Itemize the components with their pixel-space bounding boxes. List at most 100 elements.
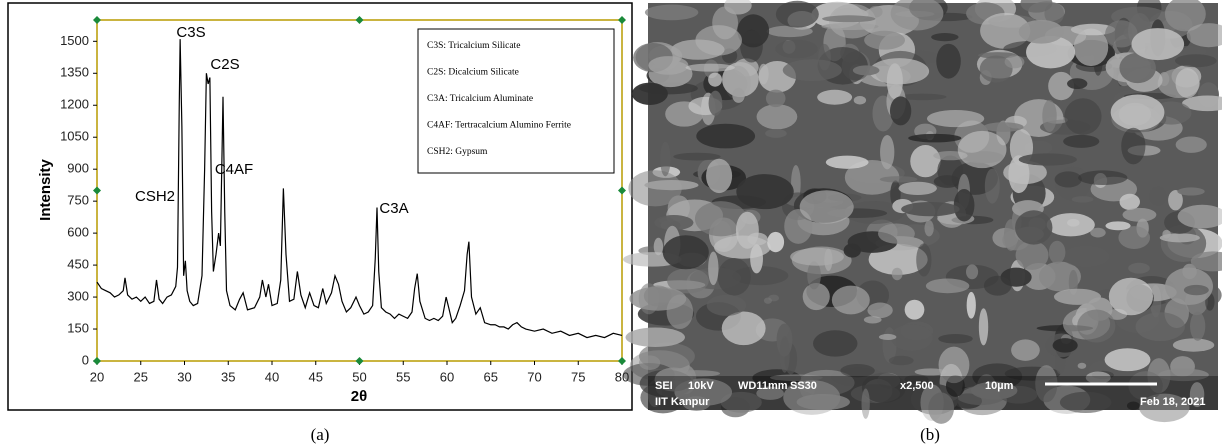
sem-texture [916, 243, 931, 276]
sem-texture [706, 159, 732, 193]
sem-texture [1064, 98, 1101, 135]
sem-texture [938, 334, 973, 344]
sem-texture [1072, 196, 1094, 203]
sem-texture [1019, 20, 1064, 44]
legend-entry: C2S: Dicalcium Silicate [427, 68, 519, 78]
peak-label: C2S [210, 56, 239, 73]
sem-texture [695, 25, 742, 55]
x-tick-label: 50 [352, 369, 366, 384]
x-tick-label: 60 [440, 369, 454, 384]
sem-texture [984, 276, 1012, 296]
x-tick-label: 75 [571, 369, 585, 384]
y-axis-label: Intensity [37, 159, 54, 221]
peak-label: CSH2 [135, 188, 175, 205]
figure: SEI10kVWD11mmSS30x2,50010µmIIT KanpurFeb… [0, 0, 1222, 447]
sem-texture [709, 91, 723, 116]
sem-texture [985, 169, 1000, 204]
sem-texture [775, 40, 818, 59]
sem-label: x2,500 [900, 380, 934, 392]
sem-texture [1015, 210, 1052, 244]
sem-texture [1049, 241, 1066, 264]
sem-texture [1067, 219, 1080, 227]
sem-texture [967, 292, 976, 319]
y-tick-label: 150 [67, 320, 89, 335]
sem-texture [979, 308, 988, 345]
peak-label: C4AF [215, 161, 253, 178]
sem-texture [854, 96, 866, 104]
x-tick-label: 80 [615, 369, 629, 384]
sem-texture [1149, 186, 1167, 206]
peak-label: C3S [176, 24, 205, 41]
sem-texture [880, 176, 918, 182]
sem-texture [840, 364, 874, 377]
sem-texture [648, 56, 688, 75]
sem-texture [954, 189, 975, 221]
sem-texture [924, 220, 933, 236]
sem-texture [1078, 363, 1087, 369]
sem-texture [1077, 309, 1115, 342]
y-tick-label: 1500 [60, 33, 89, 48]
sem-texture [1123, 208, 1157, 222]
sem-texture [1090, 228, 1105, 238]
x-tick-label: 40 [265, 369, 279, 384]
sem-texture [931, 33, 958, 41]
sem-texture [764, 297, 772, 303]
sem-texture [817, 90, 852, 105]
sem-texture [708, 73, 722, 87]
sem-texture [644, 180, 698, 190]
sem-texture [890, 96, 911, 125]
sem-texture [783, 59, 842, 81]
sem-texture [901, 202, 959, 216]
sem-texture [1175, 54, 1217, 67]
y-tick-label: 600 [67, 225, 89, 240]
sem-texture [813, 330, 857, 356]
x-tick-label: 25 [134, 369, 148, 384]
sem-texture [673, 153, 720, 161]
caption: (b) [920, 425, 940, 444]
x-axis-label: 2θ [351, 388, 367, 405]
x-tick-label: 45 [309, 369, 323, 384]
sem-label: IIT Kanpur [655, 396, 710, 408]
y-tick-label: 450 [67, 257, 89, 272]
y-tick-label: 300 [67, 289, 89, 304]
x-tick-label: 65 [484, 369, 498, 384]
sem-texture [1055, 171, 1082, 187]
sem-texture [891, 324, 933, 351]
y-tick-label: 900 [67, 161, 89, 176]
sem-texture [1190, 312, 1205, 341]
sem-texture [1062, 246, 1109, 268]
sem-texture [1105, 348, 1151, 371]
sem-texture [1109, 278, 1153, 316]
sem-texture [826, 156, 869, 169]
legend-entry: C4AF: Tertracalcium Alumino Ferrite [427, 121, 571, 131]
sem-texture [780, 336, 790, 373]
sem-texture [660, 142, 670, 177]
peak-label: C3A [379, 200, 408, 217]
sem-label: WD11mm [738, 380, 788, 392]
sem-texture [722, 312, 766, 346]
sem-texture [983, 122, 1023, 132]
sem-texture [1120, 194, 1140, 210]
sem-texture [626, 328, 685, 347]
sem-label: 10kV [688, 380, 714, 392]
x-tick-label: 20 [90, 369, 104, 384]
sem-texture [765, 129, 787, 138]
sem-texture [776, 1, 819, 28]
y-tick-label: 750 [67, 193, 89, 208]
sem-texture [667, 295, 693, 329]
sem-texture [1053, 338, 1078, 352]
sem-texture [1011, 339, 1040, 360]
sem-texture [818, 44, 831, 71]
sem-texture [898, 182, 936, 195]
legend-entry: C3S: Tricalcium Silicate [427, 41, 520, 51]
sem-texture [686, 64, 735, 72]
sem-texture [1173, 338, 1215, 351]
sem-texture [908, 134, 961, 143]
sem-label: SS30 [790, 380, 817, 392]
sem-texture [758, 64, 768, 85]
sem-texture [663, 235, 709, 269]
sem-texture [767, 232, 784, 252]
sem-texture [1176, 68, 1200, 98]
sem-texture [905, 300, 925, 320]
sem-texture [736, 174, 793, 209]
